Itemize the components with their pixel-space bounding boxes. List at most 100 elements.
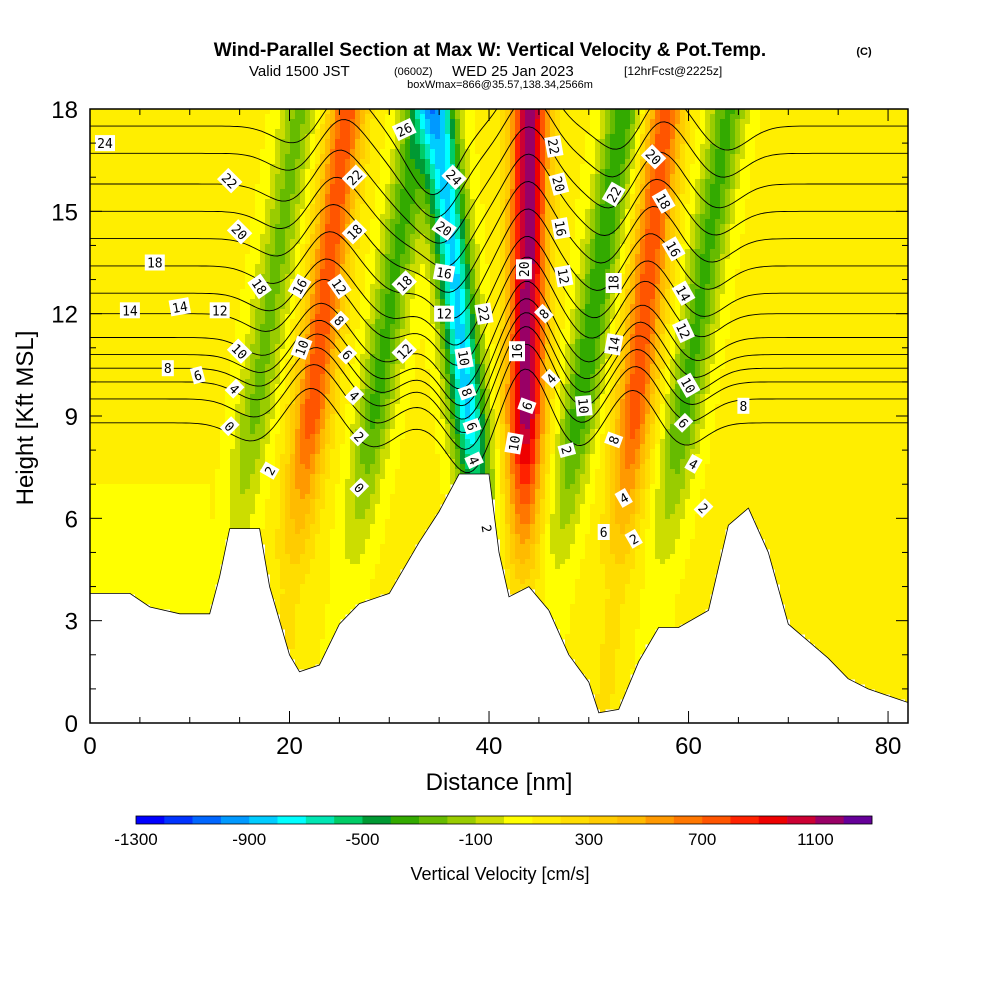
x-tick-label: 0 [83,733,96,760]
colorbar-swatch [504,816,533,824]
contour-label: 18 [144,254,165,272]
x-tick-label: 60 [675,733,702,760]
colorbar-swatch [815,816,844,824]
colorbar-swatch [617,816,646,824]
contour-label: 16 [551,217,571,240]
colorbar-tick-label: 300 [575,830,603,849]
x-axis-label: Distance [nm] [426,769,573,796]
contour-label: 0 [219,416,240,437]
colorbar: -1300 -900 -500 -100 300 700 1100 [114,815,873,849]
valid-prefix: Valid 1500 JST [249,63,350,80]
colorbar-label: Vertical Velocity [cm/s] [410,864,589,884]
contour-label: 14 [604,333,624,356]
theta-contour-line [90,236,908,346]
colorbar-swatch [588,816,618,824]
contour-label: 10 [504,432,524,455]
contour-label: 18 [651,188,676,214]
theta-contour-line [90,326,908,433]
contour-label: 6 [597,524,610,541]
contour-label: 26 [391,118,417,141]
colorbar-swatch [560,816,590,824]
colorbar-swatch [362,816,392,824]
contour-label: 8 [457,383,477,401]
colorbar-swatch [249,816,278,824]
contour-label: 4 [614,487,633,508]
contour-label: 8 [737,397,750,415]
contour-label: 2 [477,521,496,536]
contour-label: 4 [541,368,561,389]
y-tick-label: 6 [65,506,78,533]
forecast-info: [12hrFcst@2225z] [624,64,722,78]
contour-label: 20 [515,259,533,280]
contour-label: 12 [327,273,352,300]
colorbar-swatch [673,816,703,824]
y-tick-label: 3 [65,609,78,636]
colorbar-tick-label: 700 [688,830,716,849]
colorbar-swatch [192,816,222,824]
contour-label: 10 [676,372,701,398]
contour-label: 20 [548,172,570,196]
theta-contour-line [90,153,908,268]
contour-label: 6 [462,417,482,435]
contour-label: 22 [474,302,494,325]
y-tick-label: 12 [51,302,78,329]
contour-label: 14 [671,280,696,306]
contour-label: 10 [574,395,593,417]
colorbar-swatch [447,816,476,824]
colorbar-swatch [390,816,420,824]
theta-contour-line [90,343,908,450]
contour-label: 2 [349,426,370,447]
contour-label: 8 [604,431,623,449]
y-axis: 0 3 6 9 12 15 18 [51,97,908,738]
theta-contour-line [90,280,908,390]
colorbar-swatch [843,816,873,824]
contour-label: 4 [224,378,245,399]
contour-label: 6 [673,412,694,433]
contour-label: 16 [287,273,312,300]
contour-label: 2 [259,461,280,480]
colorbar-swatch [645,816,675,824]
contour-label: 16 [432,263,456,283]
contour-label: 8 [534,303,554,324]
y-tick-label: 15 [51,199,78,226]
y-axis-label: Height [Kft MSL] [12,331,39,506]
contour-label: 6 [189,365,206,385]
colorbar-swatch [136,816,165,824]
x-axis: 0 20 40 60 80 [83,109,901,760]
x-tick-label: 80 [875,733,902,760]
contour-label: 2 [624,528,643,549]
colorbar-swatch [758,816,788,824]
theta-contour-line [90,208,908,319]
colorbar-swatch [419,816,448,824]
colorbar-tick-label: 1100 [797,830,834,849]
colorbar-swatch [277,816,307,824]
colorbar-tick-label: -100 [459,830,493,849]
x-tick-label: 20 [276,733,303,760]
contour-label: 14 [119,302,140,319]
terrain [89,473,909,724]
colorbar-tick-label: -500 [345,830,379,849]
contour-label: 12 [209,302,230,319]
theta-contour-line [90,298,908,407]
theta-contour-line [90,109,908,196]
colorbar-swatch [787,816,816,824]
contour-label: 6 [337,344,358,365]
contour-label: 4 [464,451,484,470]
copyright-mark: (C) [856,46,872,58]
y-tick-label: 9 [65,404,78,431]
box-info: boxWmax=866@35.57,138.34,2566m [407,79,593,91]
theta-contour-line [90,109,908,218]
chart-subtitle: Valid 1500 JST (0600Z) WED 25 Jan 2023 [… [249,63,722,80]
contour-label: 18 [605,273,623,293]
terrain-mask [89,473,909,724]
contour-label: 2 [693,498,714,518]
contour-label: 12 [554,264,574,288]
contour-label: 10 [454,346,474,370]
contour-label: 8 [161,360,174,377]
colorbar-tick-label: -900 [232,830,266,849]
contour-label: 22 [601,181,626,207]
contour-label: 16 [661,236,686,262]
contour-label: 12 [672,318,695,344]
